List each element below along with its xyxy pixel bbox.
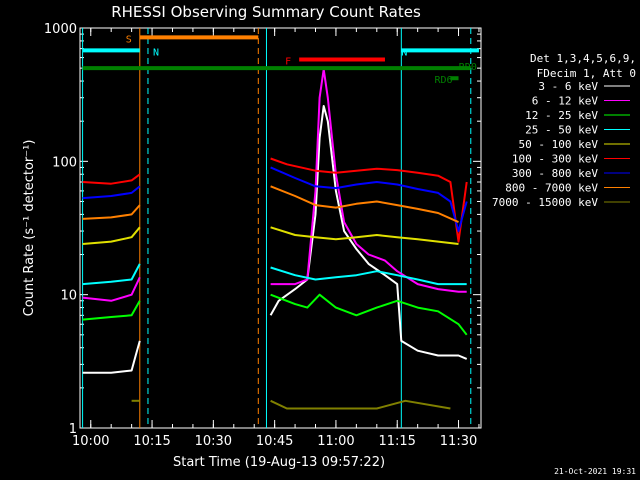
x-tick-label: 10:00 (72, 434, 109, 449)
series-layer (82, 68, 468, 410)
state-bar-label: F (285, 57, 291, 68)
series-100-300keV (82, 157, 468, 243)
state-bar-label: N (401, 47, 407, 58)
x-axis-label: Start Time (19-Aug-13 09:57:22) (173, 455, 385, 470)
legend-label: 50 - 100 keV (519, 138, 599, 151)
series-line (82, 204, 141, 220)
legend-label: 6 - 12 keV (532, 95, 599, 108)
series-line (82, 226, 141, 245)
state-bars: S N N F RD0 RD6 (82, 34, 479, 86)
legend-label: 7000 - 15000 keV (492, 196, 598, 209)
x-tick-label: 11:00 (317, 434, 354, 449)
state-bar-label: RD6 (435, 75, 453, 86)
state-bar-label: S (126, 34, 132, 45)
legend-label: 800 - 7000 keV (505, 182, 598, 195)
series-line (270, 266, 467, 286)
x-tick-label: 10:15 (133, 434, 170, 449)
series-line (82, 263, 141, 286)
y-tick-label: 100 (52, 155, 77, 170)
state-bar-label: RD0 (459, 62, 477, 73)
legend-header-line2: FDecim 1, Att 0 (537, 67, 636, 80)
series-line (270, 166, 468, 233)
legend-label: 300 - 800 keV (512, 167, 598, 180)
y-tick-label: 1 (69, 422, 77, 437)
series-line (270, 185, 459, 224)
series-line (82, 300, 141, 321)
series-300-800keV (82, 166, 468, 233)
series-line (270, 399, 451, 410)
x-tick-label: 11:30 (440, 434, 477, 449)
series-line (270, 157, 468, 243)
series-line (270, 226, 459, 245)
series-12-25keV (82, 293, 468, 336)
series-line (82, 340, 141, 374)
series-7000-15000keV (131, 399, 451, 410)
state-bar-label: N (153, 47, 159, 58)
x-tick-label: 10:45 (256, 434, 293, 449)
y-tick-label: 1000 (44, 22, 77, 37)
chart-title: RHESSI Observing Summary Count Rates (111, 3, 421, 21)
axes-layer: 10:00 10:15 10:30 10:45 11:00 11:15 11:30 1 10 10… (44, 22, 481, 449)
legend-header-line1: Det 1,3,4,5,6,9, (530, 52, 636, 65)
series-6-12keV (82, 68, 467, 302)
plot-frame (79, 27, 482, 429)
y-tick-label: 10 (60, 289, 77, 304)
series-line (82, 173, 141, 185)
x-tick-label: 10:30 (195, 434, 232, 449)
legend-label: 12 - 25 keV (525, 109, 598, 122)
legend-label: 25 - 50 keV (525, 124, 598, 137)
series-line (82, 276, 141, 302)
series-50-100keV (82, 226, 459, 245)
series-25-50keV (82, 263, 467, 286)
footer-timestamp: 21-Oct-2021 19:31 (554, 467, 636, 476)
series-line (270, 68, 467, 293)
legend-label: 100 - 300 keV (512, 153, 598, 166)
series-line (82, 185, 141, 200)
series-800-7000keV (82, 185, 459, 224)
y-axis-label: Count Rate (s⁻¹ detector⁻¹) (22, 140, 37, 317)
series-line (270, 293, 468, 336)
legend-label: 3 - 6 keV (538, 80, 598, 93)
x-tick-label: 11:15 (378, 434, 415, 449)
